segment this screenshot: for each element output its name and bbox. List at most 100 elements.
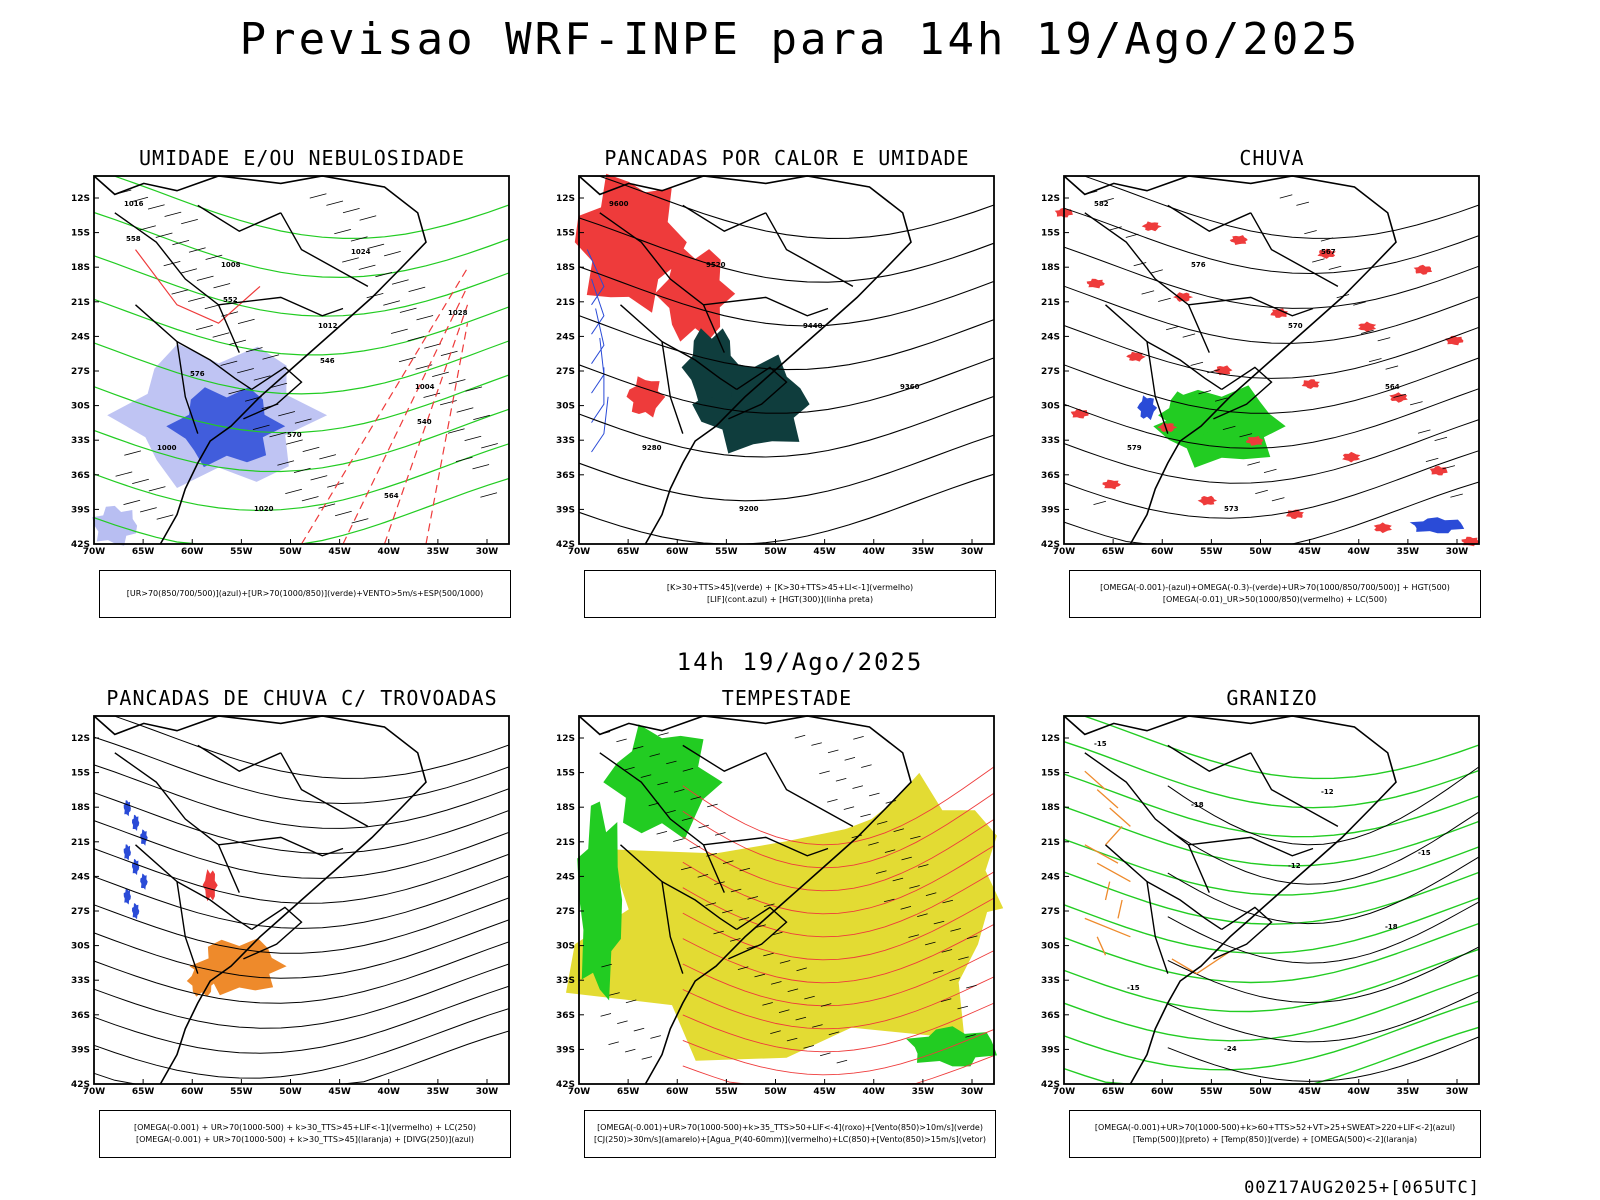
lon-label: 40W (1348, 1087, 1371, 1097)
wind-arrow (1165, 326, 1179, 331)
lon-label: 70W (83, 547, 106, 557)
wind-arrow (302, 446, 320, 452)
contour-line (682, 819, 995, 892)
lat-label: 15S (71, 229, 90, 239)
omega-contour (1096, 862, 1131, 883)
lon-label: 35W (1397, 1087, 1420, 1097)
lat-label: 21S (71, 298, 90, 308)
country-border (1105, 844, 1169, 974)
lat-label: 24S (1041, 872, 1060, 882)
wind-arrow (262, 354, 280, 360)
lon-label: 65W (132, 547, 155, 557)
map-frame (93, 175, 510, 545)
wind-arrow (1271, 497, 1285, 502)
wind-arrow (319, 454, 337, 460)
country-border (1213, 906, 1273, 960)
lon-label: 45W (1298, 1087, 1321, 1097)
wind-arrow (278, 411, 296, 417)
contour-label: 567 (1321, 248, 1336, 256)
contour-label: 570 (1288, 322, 1303, 330)
wind-arrow (366, 293, 384, 299)
wind-arrow (950, 928, 961, 932)
wind-arrow (673, 789, 685, 793)
wind-arrow (245, 347, 263, 353)
wind-arrow (933, 920, 945, 925)
panel-title: CHUVA (1239, 146, 1305, 170)
wind-arrow (778, 1009, 790, 1013)
country-border (703, 296, 829, 317)
lon-label: 55W (1200, 547, 1223, 557)
wind-arrow (399, 307, 417, 313)
contour-label: 9600 (609, 200, 629, 208)
contour-line (93, 820, 510, 879)
panel-pancadas-calor: PANCADAS POR CALOR E UMIDADE 9600 9520 944… (537, 146, 1037, 646)
wind-arrow (770, 1030, 781, 1034)
legend-trovoadas: [OMEGA(-0.001) + UR>70(1000-500) + k>30_… (99, 1110, 511, 1158)
wind-arrow (285, 488, 303, 494)
rain-humidity-spot (1157, 422, 1178, 433)
legend-line: [OMEGA(-0.001) + UR>70(1000-500) + k>30_… (135, 1135, 475, 1144)
wind-arrow (666, 760, 677, 765)
wind-arrow (124, 450, 142, 456)
contour-line (578, 434, 995, 502)
omega-contour (1117, 899, 1123, 919)
divergence-spot (132, 903, 140, 920)
instability-area (626, 376, 666, 418)
contour-label: 1004 (415, 383, 435, 391)
wind-arrow (220, 360, 238, 366)
coastline (1063, 175, 1397, 545)
contour-line (682, 871, 995, 938)
lon-label: 45W (813, 1087, 836, 1097)
wind-arrow (228, 389, 246, 395)
contour-line (1063, 357, 1480, 414)
wind-arrow (334, 510, 352, 517)
lat-label: 15S (556, 769, 575, 779)
country-border (661, 340, 738, 390)
lat-label: 42S (556, 1080, 575, 1090)
wind-arrow (875, 870, 887, 874)
wind-arrow (730, 888, 742, 893)
contour-line (682, 924, 995, 984)
contour-line (1167, 991, 1480, 1043)
wind-arrow (455, 456, 473, 462)
wind-arrow (131, 196, 149, 203)
panel-trovoadas: PANCADAS DE CHUVA C/ TROVOADAS 12S 15S 18S… (52, 686, 552, 1186)
country-border (703, 836, 829, 857)
contour-line (93, 1008, 510, 1079)
wind-arrow (722, 860, 734, 864)
lat-label: 27S (1041, 367, 1060, 377)
wind-arrow (681, 817, 693, 821)
wind-arrow (901, 856, 912, 861)
wind-arrow (868, 792, 880, 797)
contour-label: -24 (1224, 1045, 1237, 1053)
wind-arrow (408, 286, 426, 292)
wind-arrow (465, 386, 483, 392)
wind-arrow (836, 1059, 848, 1064)
wind-arrow (884, 849, 896, 853)
wind-arrow (804, 995, 815, 1000)
wind-arrow (375, 272, 393, 278)
lat-label: 15S (1041, 229, 1060, 239)
contour-line (1063, 285, 1480, 344)
country-border (176, 340, 253, 390)
lat-label: 39S (71, 505, 90, 515)
wind-arrow (851, 834, 863, 839)
wind-arrow (205, 254, 223, 260)
country-border (765, 212, 854, 288)
legend-tempestade: [OMEGA(-0.001)+UR>70(1000-500)+k>35_TTS>… (584, 1110, 996, 1158)
lat-label: 33S (71, 436, 90, 446)
wind-arrow (1385, 365, 1399, 370)
contour-label: 1028 (448, 309, 468, 317)
map-granizo: -15 -18 -12 -18 -15 -24 -12 -15 12S 15S 18S 21S 24S 2… (1041, 715, 1480, 1097)
contour-line (1063, 207, 1480, 275)
wind-arrow (285, 439, 303, 445)
contour-line (1063, 773, 1480, 838)
country-border (728, 366, 788, 420)
omega-contour (1084, 917, 1131, 938)
lon-label: 50W (1249, 1087, 1272, 1097)
lat-label: 15S (71, 769, 90, 779)
wind-arrow (1198, 390, 1212, 395)
wind-arrow (794, 734, 806, 739)
wind-arrow (1409, 401, 1423, 406)
